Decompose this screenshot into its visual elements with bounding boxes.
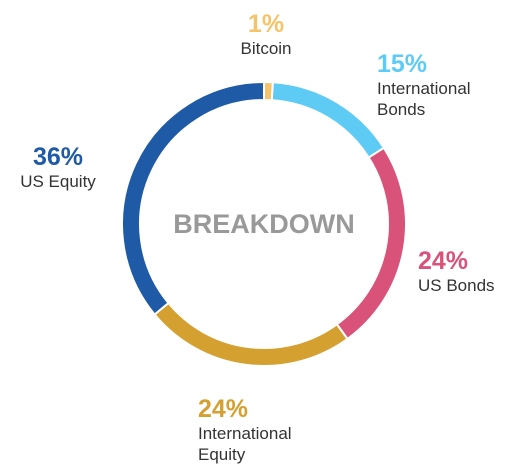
data-label: 24% US Bonds [418, 247, 510, 296]
data-label: 1% Bitcoin [206, 10, 326, 59]
percent-label: 15% [377, 50, 428, 78]
percent-label: 36% [32, 143, 84, 171]
donut-segment [335, 146, 407, 341]
category-label: International Equity [198, 424, 292, 464]
donut-segment [153, 301, 349, 367]
data-label: 15% International Bonds [377, 50, 507, 120]
category-label: Bitcoin [240, 39, 292, 58]
donut-segment [270, 81, 386, 159]
category-label: International Bonds [377, 79, 471, 119]
center-label: BREAKDOWN [173, 209, 355, 239]
percent-label: 24% [198, 395, 249, 423]
donut-segment [121, 80, 265, 316]
data-label: 36% US Equity [0, 143, 116, 192]
data-label: 24% International Equity [198, 395, 328, 464]
percent-label: 24% [418, 247, 469, 275]
percent-label: 1% [247, 10, 285, 38]
category-label: US Bonds [418, 276, 495, 295]
category-label: US Equity [20, 172, 96, 191]
